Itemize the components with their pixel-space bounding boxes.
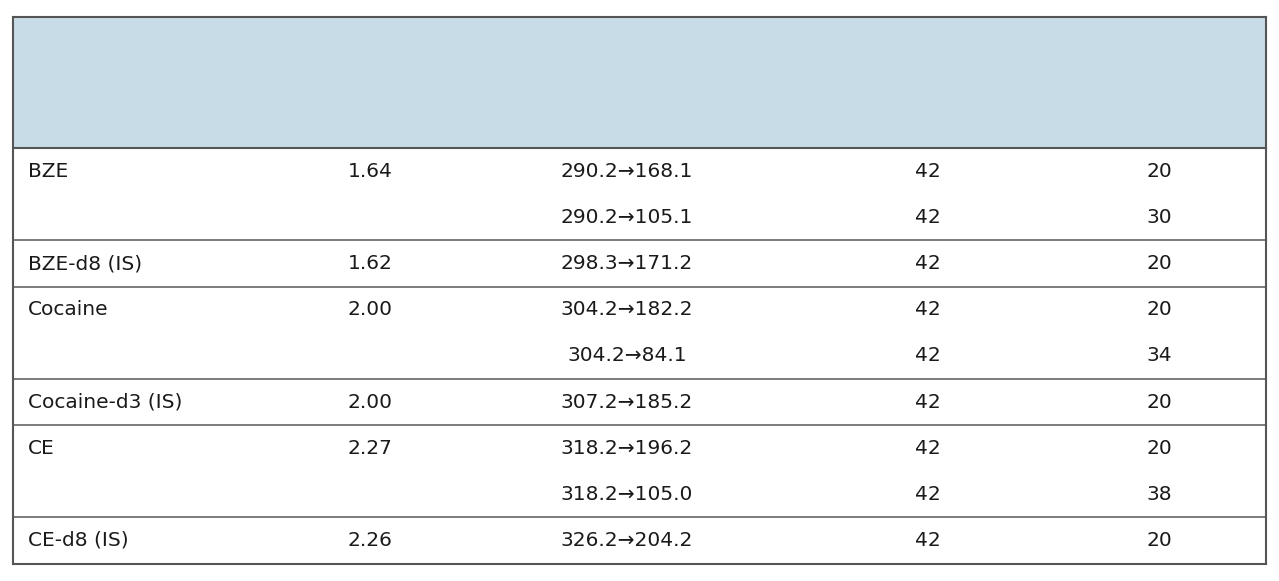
Text: 2.27: 2.27 bbox=[348, 439, 393, 458]
Text: 20: 20 bbox=[1147, 254, 1173, 273]
Text: 42: 42 bbox=[914, 439, 940, 458]
Text: 20: 20 bbox=[1147, 531, 1173, 550]
Text: (m/z): (m/z) bbox=[597, 92, 656, 111]
Text: 34: 34 bbox=[1147, 346, 1173, 365]
Text: CE: CE bbox=[28, 439, 55, 458]
Text: Cocaine-d3 (IS): Cocaine-d3 (IS) bbox=[28, 393, 183, 411]
Text: 20: 20 bbox=[1147, 300, 1173, 319]
Text: 42: 42 bbox=[914, 531, 940, 550]
Text: MRM transitions: MRM transitions bbox=[533, 55, 720, 74]
Text: 38: 38 bbox=[1147, 485, 1173, 504]
Text: Cone voltage: Cone voltage bbox=[853, 55, 1003, 74]
Text: (V): (V) bbox=[911, 92, 945, 111]
Text: 42: 42 bbox=[914, 485, 940, 504]
Text: 1.64: 1.64 bbox=[348, 162, 393, 181]
Text: 20: 20 bbox=[1147, 393, 1173, 411]
Text: 290.2→168.1: 290.2→168.1 bbox=[560, 162, 693, 181]
Text: Cocaine: Cocaine bbox=[28, 300, 109, 319]
Text: 42: 42 bbox=[914, 254, 940, 273]
Text: CE-d8 (IS): CE-d8 (IS) bbox=[28, 531, 129, 550]
Text: 20: 20 bbox=[1147, 162, 1173, 181]
Text: 42: 42 bbox=[914, 300, 940, 319]
Text: 304.2→84.1: 304.2→84.1 bbox=[567, 346, 687, 365]
Text: BZE-d8 (IS): BZE-d8 (IS) bbox=[28, 254, 142, 273]
Text: BZE: BZE bbox=[28, 162, 68, 181]
Text: 318.2→196.2: 318.2→196.2 bbox=[560, 439, 693, 458]
Text: 326.2→204.2: 326.2→204.2 bbox=[560, 531, 693, 550]
Text: 42: 42 bbox=[914, 162, 940, 181]
Text: (min): (min) bbox=[340, 92, 400, 111]
Text: Collision: Collision bbox=[1111, 55, 1209, 74]
Text: 2.00: 2.00 bbox=[348, 393, 393, 411]
Text: 290.2→105.1: 290.2→105.1 bbox=[560, 208, 693, 227]
Text: RT: RT bbox=[356, 55, 384, 74]
Text: energy (eV): energy (eV) bbox=[1092, 92, 1227, 111]
Text: 298.3→171.2: 298.3→171.2 bbox=[560, 254, 693, 273]
Text: 42: 42 bbox=[914, 393, 940, 411]
Text: Analyte: Analyte bbox=[28, 55, 115, 74]
Text: 307.2→185.2: 307.2→185.2 bbox=[560, 393, 693, 411]
Text: 304.2→182.2: 304.2→182.2 bbox=[560, 300, 693, 319]
Text: 2.26: 2.26 bbox=[348, 531, 393, 550]
Text: 318.2→105.0: 318.2→105.0 bbox=[560, 485, 693, 504]
Text: 30: 30 bbox=[1147, 208, 1173, 227]
Text: 42: 42 bbox=[914, 346, 940, 365]
Text: 1.62: 1.62 bbox=[348, 254, 393, 273]
Text: 20: 20 bbox=[1147, 439, 1173, 458]
Text: 42: 42 bbox=[914, 208, 940, 227]
Text: 2.00: 2.00 bbox=[348, 300, 393, 319]
